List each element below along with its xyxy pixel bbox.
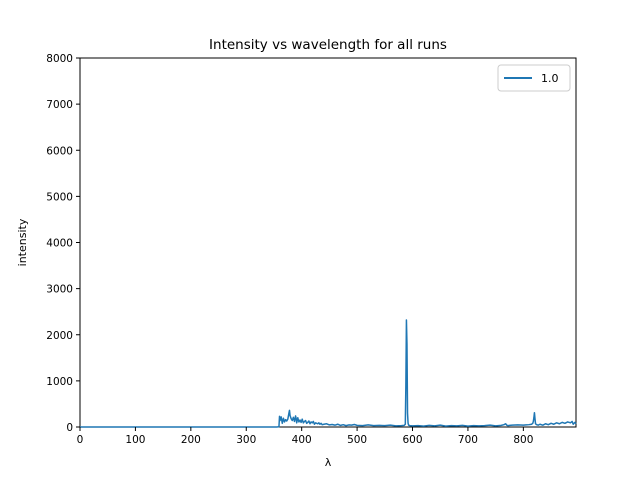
legend: 1.0: [497, 64, 571, 92]
y-tick-label: 7000: [46, 99, 73, 111]
x-tick-label: 200: [181, 434, 201, 446]
legend-label: 1.0: [541, 72, 559, 85]
x-tick-label: 800: [513, 434, 533, 446]
series-line: [80, 319, 577, 428]
y-tick-label: 3000: [46, 284, 73, 296]
y-axis-label: intensity: [16, 218, 29, 266]
y-tick-label: 1000: [46, 376, 73, 388]
x-axis-label: λ: [325, 456, 332, 469]
y-tick-label: 8000: [46, 53, 73, 65]
x-tick-label: 100: [125, 434, 145, 446]
plot-frame: [79, 57, 577, 428]
y-tick-label: 6000: [46, 145, 73, 157]
series-layer: [80, 319, 577, 428]
y-tick-label: 0: [66, 422, 73, 434]
x-tick-label: 600: [402, 434, 422, 446]
legend-box: [497, 64, 571, 92]
x-tick-label: 500: [347, 434, 367, 446]
y-axis: 0 1000 2000 3000 4000 5000 6000 7000 8000: [46, 53, 80, 434]
y-tick-label: 4000: [46, 238, 73, 250]
x-tick-label: 400: [292, 434, 312, 446]
y-tick-label: 2000: [46, 330, 73, 342]
x-tick-label: 700: [458, 434, 478, 446]
x-tick-label: 0: [77, 434, 84, 446]
y-tick-label: 5000: [46, 191, 73, 203]
plot-area: [79, 57, 577, 428]
x-tick-label: 300: [236, 434, 256, 446]
x-axis: 0 100 200 300 400 500 600 700 800: [77, 427, 533, 446]
chart-title: Intensity vs wavelength for all runs: [209, 37, 447, 53]
